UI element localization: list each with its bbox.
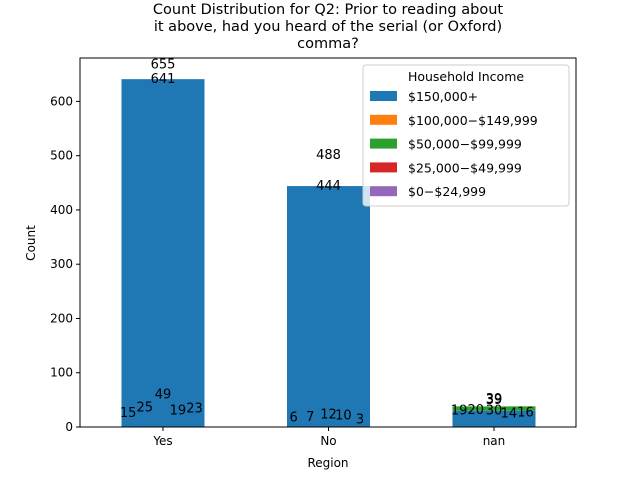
y-tick-label-200: 200 — [50, 311, 73, 325]
y-axis-label: Count — [24, 225, 38, 261]
group-label-Yes-4: 23 — [186, 402, 203, 417]
group-label-No-2: 12 — [320, 407, 337, 422]
group-label-No-3: 10 — [335, 409, 352, 424]
legend-swatch-3 — [370, 162, 397, 173]
legend-label-1: $100,000−$149,999 — [408, 113, 538, 128]
legend-label-2: $50,000−$99,999 — [408, 137, 522, 152]
group-label-No-0: 6 — [289, 411, 297, 426]
total-label-Yes: 655 — [151, 58, 176, 73]
legend: Household Income $150,000+ $100,000−$149,… — [362, 64, 570, 207]
chart-title-line-3: comma? — [297, 36, 359, 52]
group-label-Yes-1: 25 — [136, 400, 153, 415]
chart-title: Count Distribution for Q2: Prior to read… — [153, 2, 503, 52]
x-tick-label-nan: nan — [483, 434, 506, 448]
y-tick-label-100: 100 — [50, 366, 73, 380]
inner-label-No: 444 — [316, 179, 341, 194]
y-tick-label-300: 300 — [50, 257, 73, 271]
legend-box — [362, 64, 570, 207]
bar-nan-series-2 — [452, 406, 536, 411]
y-tick-label-500: 500 — [50, 149, 73, 163]
y-tick-label-400: 400 — [50, 203, 73, 217]
plot-frame — [79, 57, 577, 428]
group-label-nan-0: 19 — [451, 404, 468, 419]
legend-swatch-1 — [370, 114, 397, 125]
group-label-No-4: 3 — [356, 412, 364, 427]
legend-label-0: $150,000+ — [408, 89, 478, 104]
x-tick-label-Yes: Yes — [152, 434, 172, 448]
legend-swatch-2 — [370, 138, 397, 149]
x-tick-label-No: No — [320, 434, 336, 448]
legend-swatch-4 — [370, 186, 397, 197]
legend-label-3: $25,000−$49,999 — [408, 160, 522, 175]
chart-title-line-1: Count Distribution for Q2: Prior to read… — [153, 2, 503, 18]
inner-label-Yes: 641 — [151, 72, 176, 87]
group-label-nan-1: 20 — [467, 403, 484, 418]
group-label-nan-2: 39 — [486, 393, 503, 408]
bar-nan-series-0 — [452, 410, 536, 427]
legend-title: Household Income — [408, 69, 524, 84]
legend-swatch-0 — [370, 91, 397, 101]
y-tick-label-0: 0 — [65, 420, 73, 434]
bar-Yes-series-0 — [121, 79, 205, 427]
total-label-nan: 39 — [486, 392, 503, 407]
y-tick-label-600: 600 — [50, 94, 73, 108]
inner-label-nan: 30 — [486, 404, 503, 419]
group-label-No-1: 7 — [306, 410, 314, 425]
group-label-nan-3: 14 — [501, 406, 518, 421]
total-label-No: 488 — [316, 148, 341, 163]
group-label-Yes-0: 15 — [120, 406, 137, 421]
group-label-nan-4: 16 — [517, 405, 534, 420]
legend-label-4: $0−$24,999 — [408, 184, 486, 199]
group-label-Yes-2: 49 — [155, 387, 172, 402]
bar-No-series-0 — [287, 186, 370, 427]
x-axis-label: Region — [307, 456, 348, 470]
group-label-Yes-3: 19 — [170, 404, 187, 419]
chart-title-line-2: it above, had you heard of the serial (o… — [154, 19, 502, 35]
